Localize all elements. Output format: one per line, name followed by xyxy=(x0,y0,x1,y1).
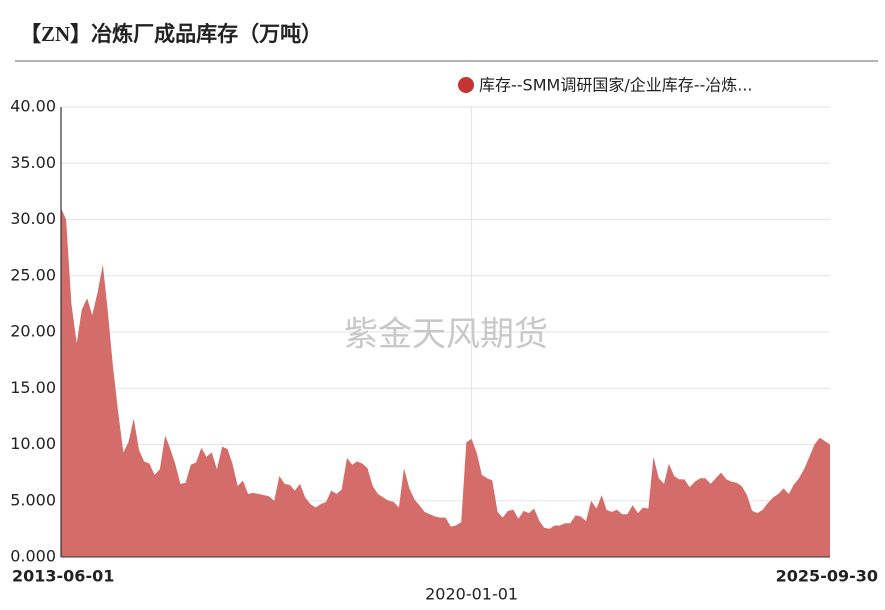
y-tick-label: 25.00 xyxy=(10,265,56,284)
plot-area: 0.000 5.000 10.00 15.00 20.00 25.00 30.00 35.00… xyxy=(10,97,878,604)
x-tick-label: 2025-09-30 xyxy=(776,567,878,586)
x-tick-label: 2020-01-01 xyxy=(425,585,518,604)
y-tick-label: 0.000 xyxy=(10,547,56,566)
watermark: 紫金天风期货 xyxy=(344,315,548,355)
legend-marker xyxy=(458,77,474,93)
y-tick-label: 35.00 xyxy=(10,153,56,172)
y-tick-label: 10.00 xyxy=(10,434,56,453)
y-tick-label: 15.00 xyxy=(10,378,56,397)
y-tick-label: 40.00 xyxy=(10,97,56,116)
y-tick-label: 20.00 xyxy=(10,322,56,341)
area xyxy=(61,208,830,557)
x-tick-label: 2013-06-01 xyxy=(12,567,114,586)
legend-label: 库存--SMM调研国家/企业库存--冶炼... xyxy=(479,76,753,95)
chart-title: 【ZN】冶炼厂成品库存（万吨） xyxy=(20,22,322,46)
y-tick-label: 30.00 xyxy=(10,209,56,228)
y-tick-label: 5.000 xyxy=(10,490,56,509)
